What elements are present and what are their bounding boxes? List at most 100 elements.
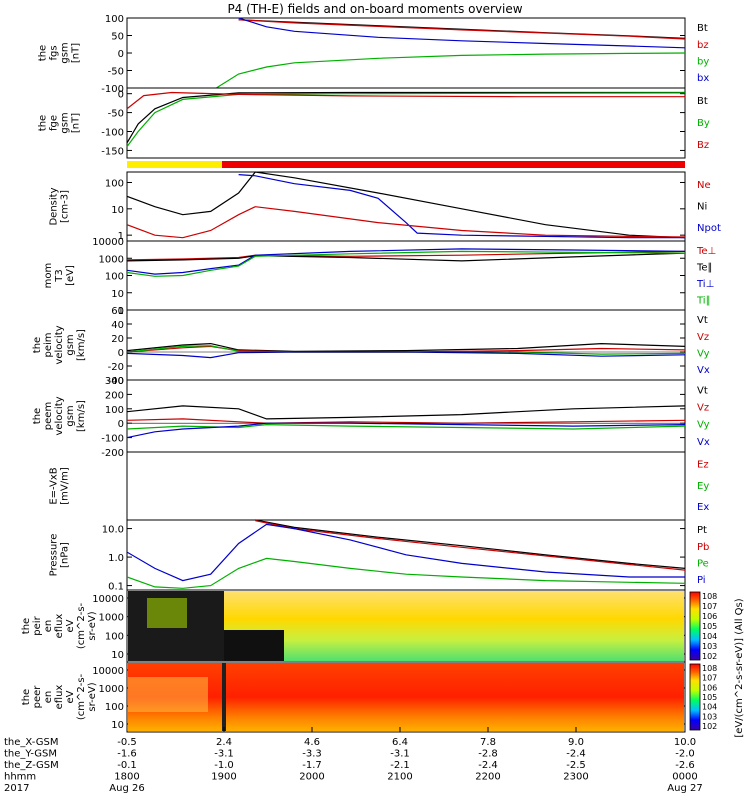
legend-entry: bz — [697, 40, 709, 51]
y-label-line: the — [32, 337, 43, 353]
y-tick-label: 300 — [105, 376, 124, 387]
legend-entry: Vz — [697, 332, 709, 343]
legend-entry: By — [697, 118, 710, 129]
y-label-line: [nPa] — [60, 542, 71, 568]
y-axis-label: Pressure [nPa] — [49, 534, 71, 577]
y-label-line: en — [43, 691, 54, 704]
time-axis-label: 1900 — [211, 772, 236, 783]
y-tick-label: 100 — [105, 272, 124, 283]
time-axis-label: -0.1 — [117, 760, 137, 771]
status-bar-segment — [222, 161, 685, 168]
y-tick-label: -50 — [108, 67, 124, 78]
y-tick-label: 50 — [111, 32, 124, 43]
time-axis-label: -3.1 — [214, 749, 234, 760]
series-line-Npot — [238, 174, 685, 239]
legend-entry: Vx — [697, 365, 710, 376]
y-tick-label: 10 — [111, 720, 124, 731]
y-axis-label: the fge gsm [nT] — [38, 112, 82, 133]
y-label-line: sr-eV) — [87, 682, 98, 711]
legend-entry: Pt — [697, 525, 707, 536]
y-label-line: en — [43, 620, 54, 633]
time-axis-label: -2.5 — [566, 760, 586, 771]
colorbar-tick-label: 106 — [702, 612, 717, 621]
legend-entry: Bt — [697, 23, 708, 34]
panel-frame — [126, 87, 686, 159]
y-tick-label: 1000 — [99, 613, 124, 624]
y-axis-label: the peir en eflux eV (cm^2-s-sr-eV) — [21, 602, 98, 649]
time-axis-label: -1.0 — [214, 760, 234, 771]
y-label-line: eV — [65, 690, 76, 703]
series-line-Bt — [126, 91, 685, 144]
series-line-By — [126, 92, 686, 147]
y-label-line: eV — [65, 619, 76, 632]
legend-entry: by — [697, 57, 709, 68]
time-axis-label: -0.5 — [117, 737, 137, 748]
y-label-line: E=-VxB — [49, 467, 60, 504]
y-axis-label: E=-VxB [mV/m] — [49, 467, 71, 505]
y-label-line: peem — [43, 402, 54, 430]
time-axis-label: 9.0 — [568, 737, 584, 748]
legend-entry: Ni — [697, 201, 707, 212]
y-tick-label: -50 — [108, 109, 124, 120]
y-label-line: (cm^2-s- — [76, 673, 87, 720]
time-axis-label: -2.4 — [478, 760, 498, 771]
y-label-line: peim — [43, 332, 54, 357]
colorbar — [689, 591, 701, 661]
panel-frame — [126, 451, 686, 521]
time-axis-label: 0000 — [672, 772, 697, 783]
colorbar-tick-label: 108 — [702, 592, 717, 601]
y-tick-label: 60 — [111, 306, 124, 317]
panel-frame — [126, 17, 686, 89]
y-tick-label: -40 — [108, 376, 124, 387]
legend-entry: Ez — [697, 460, 709, 471]
y-label-line: gsm — [60, 42, 71, 63]
colorbar-tick-label: 104 — [702, 703, 717, 712]
series-line-by — [215, 52, 686, 89]
legend-entry: Te∥ — [696, 262, 713, 273]
legend-entry: Vy — [697, 420, 710, 431]
series-line-Ni — [126, 171, 686, 239]
y-axis-label: the fgs gsm [nT] — [38, 42, 82, 63]
y-label-line: [cm-3] — [60, 190, 71, 223]
colorbar-tick-label: 108 — [702, 664, 717, 673]
series-line-Bz — [126, 91, 685, 110]
panel-peim-velocity: the peim velocity gsm [km/s] 60 40 20 0 -20 -40 Vt V… — [32, 306, 710, 387]
series-line-Vy — [126, 423, 686, 430]
colorbar — [689, 663, 701, 731]
y-tick-label: 100 — [105, 178, 124, 189]
time-axis-label: 6.4 — [392, 737, 408, 748]
y-label-line: T3 — [54, 269, 65, 282]
y-axis-label: the peim velocity gsm [km/s] — [32, 325, 87, 364]
y-label-line: mom — [43, 263, 54, 289]
y-label-line: [km/s] — [76, 329, 87, 361]
legend-entry: Bt — [697, 96, 708, 107]
legend-entry: bx — [697, 73, 709, 84]
series-line-Ne — [126, 206, 686, 239]
time-axis-label: 2300 — [563, 772, 588, 783]
y-label-line: gsm — [65, 334, 76, 355]
series-line-Pt — [255, 519, 686, 569]
y-label-line: peir — [32, 615, 43, 635]
panel-efield: E=-VxB [mV/m] Ez Ey Ex — [49, 451, 709, 521]
legend-entry: Ti⊥ — [696, 279, 714, 290]
panel-frame — [126, 661, 686, 733]
series-line-bz — [238, 19, 686, 40]
panel-peir-spectrogram: the peir en eflux eV (cm^2-s-sr-eV)1000010001… — [21, 589, 686, 663]
time-axis-label: -3.1 — [390, 749, 410, 760]
panel-frame — [126, 240, 686, 311]
time-axis-label: -2.0 — [675, 749, 695, 760]
peer-data-gap — [222, 663, 226, 731]
y-tick-label: 1 — [118, 306, 124, 317]
panel-peem-velocity: the peem velocity gsm [km/s] 300 200 100 0 -100 -2… — [32, 376, 710, 459]
legend-entry: Ne — [697, 180, 711, 191]
y-label-line: the — [32, 408, 43, 424]
chart-title: P4 (TH-E) fields and on-board moments ov… — [227, 2, 523, 16]
series-line-Te⊥ — [126, 250, 686, 261]
y-tick-label: 20 — [111, 334, 124, 345]
time-axis-label: -3.3 — [302, 749, 322, 760]
y-label-line: Density — [49, 187, 60, 225]
y-tick-label: 10 — [111, 289, 124, 300]
y-label-line: eflux — [54, 685, 65, 710]
y-label-line: [eV] — [65, 265, 76, 286]
y-axis-label: Density [cm-3] — [49, 187, 71, 225]
